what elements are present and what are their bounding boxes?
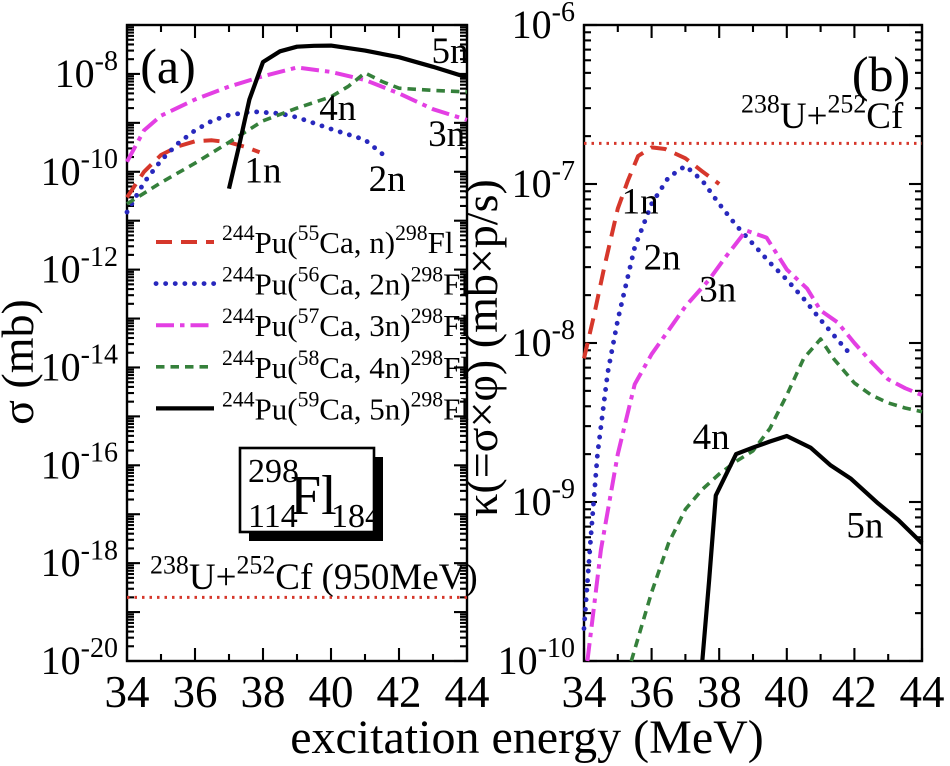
y-axis-title-text-a: σ (mb): [0, 299, 43, 425]
x-tick-label-a: 34: [105, 667, 150, 717]
x-tick-label-a: 40: [309, 667, 354, 717]
panel-label-a: (a): [140, 38, 196, 94]
curve-label-a-2n: 2n: [369, 159, 406, 200]
series-b-2n: [581, 163, 854, 631]
series-b-1n: [582, 145, 721, 359]
x-tick-label-b: 38: [697, 667, 742, 717]
series-a-3n: [125, 65, 468, 163]
series-b-3n: [585, 228, 923, 662]
y-axis-title-text-b: κ(=σ×φ) (mb×p/s): [456, 179, 507, 517]
curve-label-b-3n: 3n: [699, 270, 736, 311]
x-tick-label-b: 40: [764, 667, 809, 717]
legend-label-2n: 244Pu(56Ca, 2n)298Fl: [222, 263, 469, 302]
series-b-5n: [700, 433, 924, 662]
curve-label-a-1n: 1n: [245, 151, 282, 192]
x-tick-label-b: 44: [900, 667, 945, 717]
curve-label-b-2n: 2n: [644, 238, 681, 279]
legend-label-3n: 244Pu(57Ca, 3n)298Fl: [222, 304, 469, 343]
panel-a: 34 36 38 40 42 44 10-20 10-18 10-16 10-14 10-12 10-…: [0, 23, 490, 717]
y-tick-label-b: 10-7: [512, 156, 575, 206]
curve-label-b-1n: 1n: [622, 181, 659, 222]
ticks-a: [125, 23, 469, 663]
legend-label-5n: 244Pu(59Ca, 5n)298Fl: [222, 387, 469, 426]
nuclide-z: 114: [248, 498, 298, 535]
curve-label-a-5n: 5n: [432, 31, 469, 72]
y-tick-label-b: 10-10: [498, 633, 575, 683]
x-tick-label-b: 36: [629, 667, 674, 717]
y-tick-label-a: 10-8: [55, 46, 118, 96]
x-tick-label-a: 42: [377, 667, 422, 717]
y-tick-label-a: 10-10: [41, 144, 118, 194]
legend-label-4n: 244Pu(58Ca, 4n)298Fl: [222, 346, 469, 385]
curve-label-b-5n: 5n: [846, 506, 883, 547]
y-tick-label-a: 10-18: [41, 535, 118, 585]
x-tick-label-a: 36: [173, 667, 218, 717]
nuclide-mass: 298: [248, 453, 299, 490]
series-a-4n: [126, 71, 468, 206]
y-tick-label-a: 10-20: [41, 633, 118, 683]
nuclide-n: 184: [331, 498, 382, 535]
x-tick-label-b: 34: [562, 667, 607, 717]
panel-b: 34 36 38 40 42 44 10-10 10-9 10-8 10-7 10-6 238U+25…: [456, 0, 945, 717]
y-tick-label-b: 10-9: [512, 474, 575, 524]
series-b-4n: [629, 337, 923, 662]
nuclide-symbol: Fl: [290, 465, 337, 527]
x-tick-label-a: 38: [241, 667, 286, 717]
y-axis-title-a: σ (mb): [0, 299, 43, 425]
legend-label-1n: 244Pu(55Ca, n)298Fl: [222, 221, 453, 260]
curve-label-a-4n: 4n: [319, 88, 356, 129]
curve-label-b-4n: 4n: [693, 417, 730, 458]
x-axis-title: excitation energy (MeV): [290, 711, 764, 764]
ticks-b: [582, 23, 924, 663]
y-tick-label-a: 10-16: [41, 438, 118, 488]
y-tick-label-a: 10-14: [41, 340, 118, 390]
y-tick-label-a: 10-12: [41, 242, 118, 292]
x-tick-label-a: 44: [445, 667, 490, 717]
reference-label-b: 238U+252Cf: [741, 90, 904, 138]
series-a-2n: [124, 109, 392, 215]
reference-label-a: 238U+252Cf (950MeV): [150, 551, 478, 599]
y-tick-label-b: 10-8: [512, 315, 575, 365]
x-tick-label-b: 42: [832, 667, 877, 717]
series-a-5n: [226, 43, 468, 190]
y-tick-label-b: 10-6: [512, 0, 575, 47]
panel-label-b: (b): [852, 46, 910, 102]
curve-label-a-3n: 3n: [428, 114, 465, 155]
y-axis-title-b: κ(=σ×φ) (mb×p/s): [456, 179, 507, 517]
